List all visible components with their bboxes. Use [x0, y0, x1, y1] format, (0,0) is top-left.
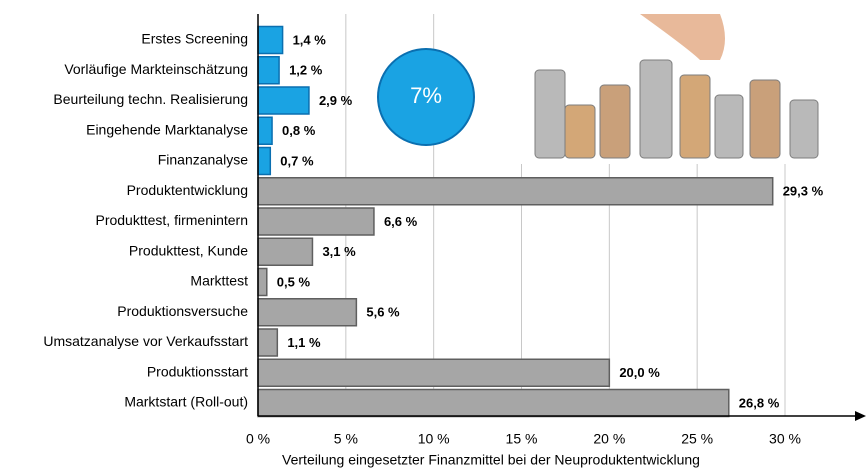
y-tick-label: Eingehende Marktanalyse [86, 121, 248, 137]
value-label: 2,9 % [319, 93, 353, 108]
y-tick-label: Vorläufige Markteinschätzung [64, 61, 248, 77]
bar [257, 358, 611, 387]
bar [257, 56, 280, 85]
annotation-circle [377, 48, 475, 146]
y-tick-label: Produktionsversuche [117, 303, 248, 319]
bars [257, 25, 774, 418]
y-tick-label: Markttest [190, 273, 248, 289]
value-label: 1,4 % [293, 32, 327, 47]
x-axis-title: Verteilung eingesetzter Finanzmittel bei… [282, 452, 700, 468]
annotation: 7% [410, 83, 442, 108]
x-tick-label: 0 % [246, 431, 270, 447]
x-tick-label: 20 % [593, 431, 625, 447]
x-tick-label: 25 % [681, 431, 713, 447]
bar [257, 116, 273, 145]
bar [257, 388, 730, 418]
y-tick-label: Beurteilung techn. Realisierung [53, 91, 248, 107]
value-label: 0,7 % [280, 153, 314, 168]
y-tick-label: Produkttest, Kunde [129, 242, 248, 258]
coins-image [520, 14, 840, 164]
value-label: 26,8 % [739, 395, 780, 410]
bar [257, 237, 314, 266]
axis-arrow [855, 411, 866, 421]
bar [257, 146, 272, 176]
bar [257, 207, 375, 236]
y-tick-label: Finanzanalyse [158, 152, 248, 168]
bar [257, 86, 310, 115]
value-label: 1,1 % [287, 335, 321, 350]
value-label: 5,6 % [366, 305, 400, 320]
bar [257, 267, 268, 297]
value-label: 20,0 % [619, 365, 660, 380]
y-tick-label: Produktentwicklung [127, 182, 248, 198]
y-tick-label: Umsatzanalyse vor Verkaufsstart [43, 333, 248, 349]
value-label: 6,6 % [384, 214, 418, 229]
x-tick-label: 30 % [769, 431, 801, 447]
bar [257, 25, 284, 55]
value-label: 0,5 % [277, 274, 311, 289]
x-tick-label: 10 % [418, 431, 450, 447]
value-label: 1,2 % [289, 63, 323, 78]
y-tick-label: Marktstart (Roll-out) [124, 394, 248, 410]
bar [257, 177, 774, 206]
value-label: 3,1 % [322, 244, 356, 259]
y-tick-label: Produkttest, firmenintern [95, 212, 248, 228]
value-label: 29,3 % [783, 184, 824, 199]
x-tick-label: 15 % [506, 431, 538, 447]
y-tick-label: Erstes Screening [141, 31, 248, 47]
bar [257, 328, 279, 357]
bar [257, 298, 358, 327]
y-tick-label: Produktionsstart [147, 363, 248, 379]
value-label: 0,8 % [282, 123, 316, 138]
x-tick-label: 5 % [334, 431, 358, 447]
